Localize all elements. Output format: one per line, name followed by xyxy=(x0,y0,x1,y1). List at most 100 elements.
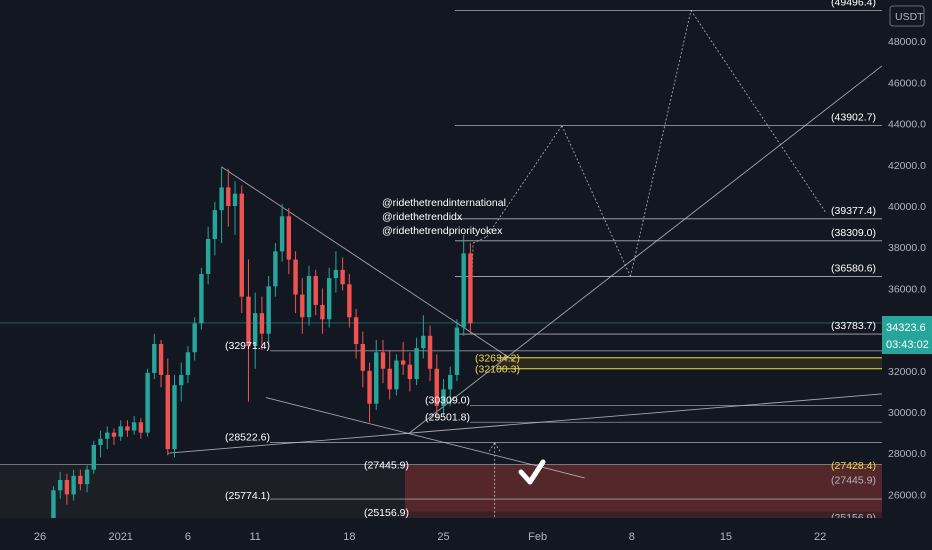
downtrend-line xyxy=(221,166,514,361)
y-tick-label-9: 44000.0 xyxy=(888,119,926,131)
candle-13 xyxy=(125,420,130,437)
candle-48 xyxy=(360,331,365,388)
x-tick-label-6: Feb xyxy=(528,531,547,543)
y-tick-label-8: 42000.0 xyxy=(888,160,926,172)
target-path-1 xyxy=(472,236,487,244)
price-label-5: (25774.1) xyxy=(225,490,270,502)
watermark-line-3: @ridethetrendpriorityokex xyxy=(382,225,503,237)
candle-52 xyxy=(387,350,392,400)
level-label-0: (49496.4) xyxy=(831,0,876,8)
candles-layer xyxy=(37,166,473,544)
x-tick-label-9: 22 xyxy=(814,531,826,543)
candle-22 xyxy=(185,346,191,384)
price-label-0: (32971.4) xyxy=(225,340,270,352)
x-tick-label-2: 6 xyxy=(185,531,191,543)
candle-53 xyxy=(394,354,399,396)
last-price-tag: 34323.6 03:43:02 xyxy=(882,316,932,354)
price-label-4: (27445.9) xyxy=(364,460,409,472)
x-tick-label-4: 18 xyxy=(343,531,355,543)
candle-11 xyxy=(111,428,117,445)
yellow-level-label-1: (32100.3) xyxy=(475,364,520,376)
candle-40 xyxy=(306,265,312,326)
currency-badge-label: USDT xyxy=(895,11,924,23)
candle-54 xyxy=(400,341,406,375)
labels-layer: (49496.4) (43902.7) (39377.4) (38309.0) (365… xyxy=(225,0,876,519)
candle-41 xyxy=(313,269,318,316)
candle-4 xyxy=(64,473,70,505)
candle-46 xyxy=(347,273,352,328)
candle-49 xyxy=(367,362,372,423)
candle-62 xyxy=(454,319,460,382)
yellow-level-label-0: (32634.2) xyxy=(475,353,520,365)
candle-29 xyxy=(232,181,238,235)
candle-25 xyxy=(205,226,211,285)
candle-64 xyxy=(468,243,473,334)
watermark-line-2: @ridethetrendidx xyxy=(382,211,463,223)
candle-28 xyxy=(226,168,231,227)
candle-12 xyxy=(118,420,123,441)
candle-19 xyxy=(165,358,170,456)
measure-arrow-head-b xyxy=(494,442,501,452)
price-axis[interactable]: 26000.028000.030000.032000.034000.036000… xyxy=(831,0,932,550)
candle-5 xyxy=(71,469,76,501)
time-axis[interactable]: 26 2021 6 11 18 25 Feb 8 15 22 xyxy=(0,518,882,550)
x-tick-label-1: 2021 xyxy=(108,531,132,543)
levels-layer xyxy=(0,9,882,500)
candle-38 xyxy=(293,251,298,314)
candle-56 xyxy=(414,337,419,386)
candle-58 xyxy=(427,325,433,382)
candle-37 xyxy=(286,208,292,274)
candle-60 xyxy=(441,379,446,417)
candle-36 xyxy=(279,203,285,262)
currency-badge[interactable]: USDT xyxy=(889,5,925,27)
candle-7 xyxy=(84,465,90,493)
y-tick-label-5: 36000.0 xyxy=(888,283,926,295)
y-tick-label-0: 26000.0 xyxy=(888,489,926,501)
candle-55 xyxy=(407,352,413,392)
candle-47 xyxy=(353,309,359,359)
x-tick-label-3: 11 xyxy=(249,531,260,543)
candle-50 xyxy=(374,339,379,410)
axis-badge-1: (27445.9) xyxy=(831,475,876,487)
candle-15 xyxy=(138,418,144,439)
support-zone-left xyxy=(0,464,405,518)
candle-61 xyxy=(448,366,453,406)
level-label-5: (33783.7) xyxy=(831,320,876,332)
candle-32 xyxy=(253,292,258,369)
price-label-6: (25156.9) xyxy=(364,507,409,519)
candle-59 xyxy=(434,354,439,419)
long-support-line xyxy=(167,393,888,454)
candle-31 xyxy=(246,259,251,402)
check-icon xyxy=(518,459,546,485)
level-label-4: (36580.6) xyxy=(831,262,876,274)
support-zone xyxy=(405,464,882,512)
zones-layer xyxy=(0,357,882,518)
lower-channel-line xyxy=(265,397,585,479)
candle-45 xyxy=(340,257,345,291)
y-tick-label-1: 28000.0 xyxy=(888,448,926,460)
watermark-line-1: @ridethetrendinternational xyxy=(382,197,506,209)
candle-44 xyxy=(333,251,339,293)
last-price: 34323.6 xyxy=(886,322,926,334)
measure-arrow-head-a xyxy=(488,442,495,452)
x-tick-label-0: 26 xyxy=(34,531,46,543)
candle-39 xyxy=(300,278,305,334)
y-tick-label-10: 46000.0 xyxy=(888,77,926,89)
candle-20 xyxy=(172,374,177,458)
candle-8 xyxy=(91,440,96,474)
price-label-2: (29501.8) xyxy=(425,411,470,423)
candle-9 xyxy=(98,430,103,458)
candle-16 xyxy=(145,368,150,437)
candle-21 xyxy=(179,362,184,402)
candle-14 xyxy=(131,416,137,435)
candle-6 xyxy=(78,469,83,491)
level-label-3: (38309.0) xyxy=(831,227,876,239)
level-label-2: (39377.4) xyxy=(831,205,876,217)
candle-63 xyxy=(461,234,466,336)
candle-51 xyxy=(380,339,386,384)
candle-18 xyxy=(158,339,164,388)
candle-57 xyxy=(421,315,426,359)
candle-42 xyxy=(320,288,325,334)
candle-34 xyxy=(266,276,271,345)
